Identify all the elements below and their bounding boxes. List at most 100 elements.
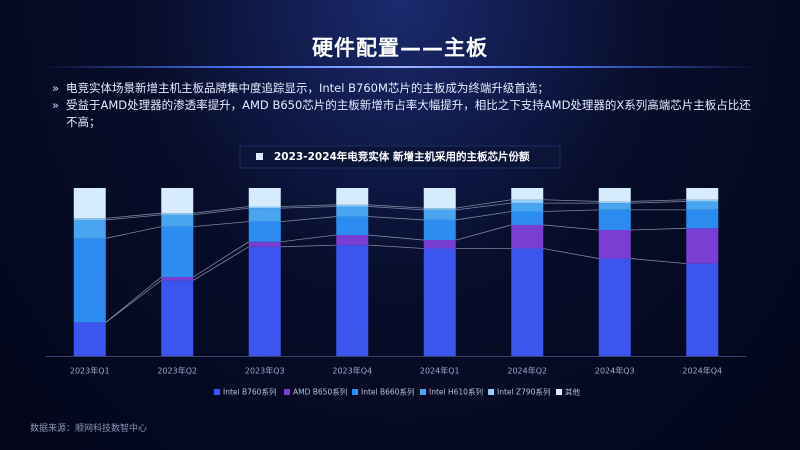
bar-segment (161, 213, 194, 215)
connector-line (193, 221, 249, 228)
connector-line (193, 241, 249, 278)
x-tick-label: 2024年Q1 (420, 366, 460, 376)
bar-segment (511, 224, 544, 249)
connector-line (193, 207, 249, 216)
bar-segment (73, 238, 106, 323)
legend-label: AMD B650系列 (293, 387, 347, 397)
bar-segment (248, 206, 281, 209)
bar-segment (248, 208, 281, 222)
connector-line (630, 258, 687, 264)
bar-segment (336, 206, 369, 217)
connector-line (280, 234, 337, 243)
connector-line (630, 199, 687, 202)
bar-segment (598, 230, 631, 259)
bar-segment (686, 188, 719, 200)
legend-swatch (556, 389, 562, 395)
bullet-list: 电竞实体场景新增主机主板品牌集中度追踪显示，Intel B760M芯片的主板成为… (52, 80, 752, 131)
connector-line (543, 248, 599, 259)
bar-segment (423, 248, 456, 356)
connector-line (630, 201, 687, 204)
connector-line (368, 244, 424, 249)
bullet: 电竞实体场景新增主机主板品牌集中度追踪显示，Intel B760M芯片的主板成为… (52, 80, 752, 97)
connector-line (368, 216, 424, 221)
connector-line (280, 204, 337, 207)
bar-segment (73, 188, 106, 219)
x-tick-label: 2024年Q3 (595, 366, 635, 376)
connector-line (368, 206, 424, 211)
bar-segment (598, 209, 631, 230)
connector-line (455, 224, 512, 241)
connector-line (280, 206, 337, 209)
bar-segment (161, 226, 194, 278)
bar-segment (686, 201, 719, 210)
bar-segment (423, 240, 456, 249)
bar-segment (598, 258, 631, 356)
bar-segment (511, 211, 544, 225)
bar-segment (161, 277, 194, 281)
bar-segment (686, 209, 719, 229)
bar-segment (511, 203, 544, 212)
connector-line (543, 224, 599, 231)
connector-line (105, 212, 162, 219)
bar-segment (248, 246, 281, 356)
bar-segment (248, 221, 281, 242)
chart-title-icon (256, 153, 263, 160)
bar-segment (336, 245, 369, 356)
bar-segment (511, 199, 544, 204)
connector-line (105, 226, 162, 239)
connector-line (455, 202, 512, 211)
bar-segment (248, 241, 281, 247)
legend-swatch (420, 389, 426, 395)
connector-line (368, 204, 424, 209)
connector-line (193, 246, 249, 281)
bar-segment (336, 204, 369, 207)
connector-line (543, 199, 599, 202)
x-tick-label: 2024年Q4 (682, 366, 722, 376)
bar-segment (511, 248, 544, 356)
bar-segment (248, 188, 281, 207)
bullet: 受益于AMD处理器的渗透率提升，AMD B650芯片的主板新增市占率大幅提升，相… (52, 97, 752, 131)
bar-segment (161, 214, 194, 227)
bar-segment (423, 219, 456, 241)
legend-label: Intel H610系列 (429, 387, 483, 397)
bar-segment (423, 208, 456, 210)
connector-line (630, 227, 687, 231)
bar-segment (73, 219, 106, 239)
legend-swatch (488, 389, 494, 395)
connector-line (280, 244, 337, 248)
legend-swatch (284, 389, 290, 395)
bar-segment (686, 199, 719, 202)
bar-segment (161, 280, 194, 356)
x-tick-label: 2023年Q3 (245, 366, 285, 376)
connector-line (105, 280, 162, 323)
bar-segment (161, 188, 194, 214)
bar-segment (73, 322, 106, 356)
connector-line (543, 209, 599, 212)
chart-title: 2023-2024年电竞实体 新增主机采用的主板芯片份额 (274, 150, 530, 163)
connector-line (105, 214, 162, 221)
bar-segment (73, 218, 106, 220)
title-rule (40, 66, 760, 68)
x-tick-label: 2023年Q4 (332, 366, 372, 376)
x-tick-label: 2023年Q1 (70, 366, 110, 376)
legend-swatch (352, 389, 358, 395)
source-note: 数据来源：顺网科技数智中心 (30, 424, 148, 434)
connector-line (105, 276, 162, 323)
slide-title: 硬件配置——主板 (312, 36, 488, 60)
bar-segment (423, 209, 456, 220)
connector-line (193, 206, 249, 214)
legend-label: 其他 (565, 387, 580, 397)
bar-segment (423, 188, 456, 209)
connector-line (455, 199, 512, 209)
bar-segment (686, 263, 719, 356)
x-tick-label: 2024年Q2 (507, 366, 547, 376)
legend-label: Intel Z790系列 (497, 387, 550, 397)
legend-label: Intel B660系列 (361, 387, 414, 397)
connector-line (280, 216, 337, 222)
connector-line (455, 211, 512, 221)
legend-label: Intel B760系列 (223, 387, 276, 397)
bar-segment (598, 188, 631, 202)
